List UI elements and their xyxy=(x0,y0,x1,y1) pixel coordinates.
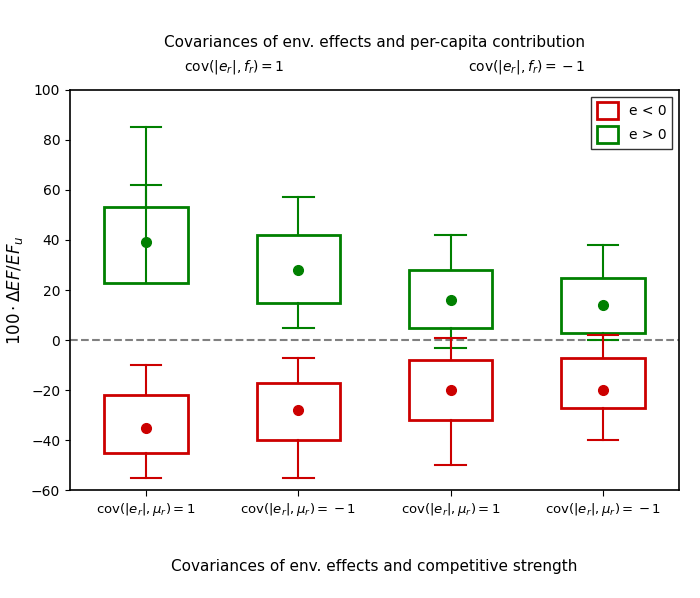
Bar xyxy=(104,395,188,453)
Legend: e < 0, e > 0: e < 0, e > 0 xyxy=(592,97,672,148)
Bar xyxy=(409,270,493,328)
Bar xyxy=(104,208,188,282)
Text: Covariances of env. effects and per-capita contribution: Covariances of env. effects and per-capi… xyxy=(164,35,585,50)
Text: $\mathrm{cov}(|e_r|,f_r)=1$: $\mathrm{cov}(|e_r|,f_r)=1$ xyxy=(184,57,285,76)
Bar xyxy=(256,235,340,303)
Text: $\mathrm{cov}(|e_r|,f_r)=-1$: $\mathrm{cov}(|e_r|,f_r)=-1$ xyxy=(468,57,585,76)
Bar xyxy=(561,358,645,408)
Bar xyxy=(561,277,645,332)
Y-axis label: $100 \cdot \Delta EF/EF_u$: $100 \cdot \Delta EF/EF_u$ xyxy=(6,235,25,345)
Bar xyxy=(256,383,340,440)
Bar xyxy=(409,360,493,420)
X-axis label: Covariances of env. effects and competitive strength: Covariances of env. effects and competit… xyxy=(172,560,578,575)
